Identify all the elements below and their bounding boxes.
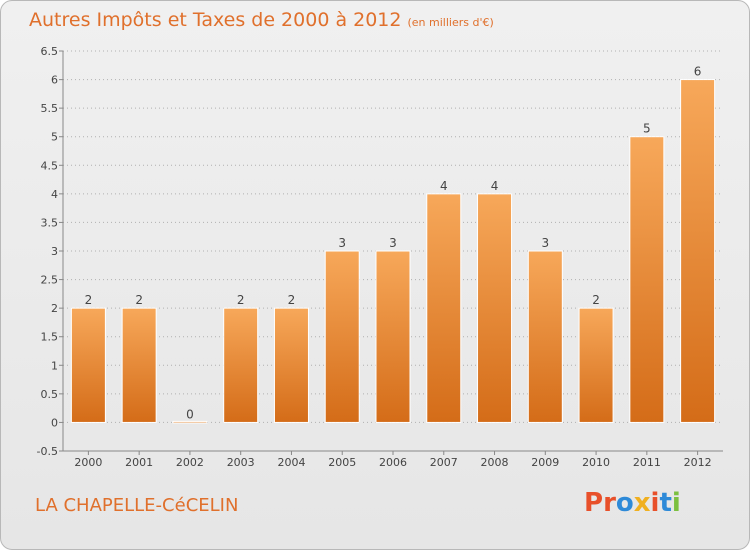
chart-title: Autres Impôts et Taxes de 2000 à 2012 (en… xyxy=(29,9,494,31)
y-tick-label: -0.5 xyxy=(37,445,58,458)
data-label: 2 xyxy=(135,293,143,307)
data-label: 3 xyxy=(541,236,549,250)
brand-letter: r xyxy=(603,488,616,518)
brand-letter: o xyxy=(615,488,634,518)
commune-name: LA CHAPELLE-CéCELIN xyxy=(35,495,239,516)
bar xyxy=(375,250,411,423)
x-tick-label: 2007 xyxy=(430,456,458,469)
x-tick-label: 2000 xyxy=(74,456,102,469)
data-label: 4 xyxy=(440,179,448,193)
y-tick-label: 3.5 xyxy=(41,216,59,229)
y-tick-label: 1.5 xyxy=(41,331,59,344)
brand-letter: x xyxy=(633,488,651,518)
title-text: Autres Impôts et Taxes de 2000 à 2012 xyxy=(29,9,402,31)
x-tick-label: 2001 xyxy=(125,456,153,469)
data-label: 3 xyxy=(338,236,346,250)
y-tick-label: 4.5 xyxy=(41,159,59,172)
x-tick-label: 2006 xyxy=(379,456,407,469)
x-tick-label: 2012 xyxy=(684,456,712,469)
bar xyxy=(680,79,716,423)
x-tick-label: 2009 xyxy=(531,456,559,469)
bar xyxy=(223,307,259,423)
bar xyxy=(578,307,614,423)
y-tick-label: 0 xyxy=(51,416,58,429)
bar xyxy=(527,250,563,423)
data-label: 5 xyxy=(643,122,651,136)
y-tick-label: 5 xyxy=(51,131,58,144)
x-tick-label: 2008 xyxy=(481,456,509,469)
bar xyxy=(324,250,360,423)
bar xyxy=(477,193,513,423)
y-tick-label: 2 xyxy=(51,302,58,315)
brand-letter: i xyxy=(650,488,660,518)
data-label: 6 xyxy=(694,65,702,79)
data-label: 4 xyxy=(491,179,499,193)
x-tick-label: 2010 xyxy=(582,456,610,469)
brand-letter: i xyxy=(671,488,681,518)
title-unit: (en milliers d'€) xyxy=(407,16,494,29)
x-tick-label: 2011 xyxy=(633,456,661,469)
bar xyxy=(426,193,462,423)
bar xyxy=(273,307,309,423)
data-label: 2 xyxy=(592,293,600,307)
x-tick-label: 2004 xyxy=(277,456,305,469)
x-tick-label: 2002 xyxy=(176,456,204,469)
proxiti-logo: Proxiti xyxy=(584,488,681,518)
x-tick-label: 2005 xyxy=(328,456,356,469)
data-label: 0 xyxy=(186,407,194,421)
data-label: 2 xyxy=(288,293,296,307)
data-label: 2 xyxy=(85,293,93,307)
y-tick-label: 0.5 xyxy=(41,388,59,401)
y-tick-label: 2.5 xyxy=(41,274,59,287)
y-tick-label: 4 xyxy=(51,188,58,201)
y-tick-label: 6 xyxy=(51,74,58,87)
bar xyxy=(172,420,208,424)
brand-letter: P xyxy=(584,488,604,518)
data-label: 3 xyxy=(389,236,397,250)
y-tick-label: 3 xyxy=(51,245,58,258)
bar xyxy=(121,307,157,423)
y-tick-label: 5.5 xyxy=(41,102,59,115)
x-tick-label: 2003 xyxy=(227,456,255,469)
data-label: 2 xyxy=(237,293,245,307)
bar xyxy=(70,307,106,423)
y-tick-label: 6.5 xyxy=(41,45,59,58)
y-tick-label: 1 xyxy=(51,359,58,372)
bar xyxy=(629,136,665,423)
brand-letter: t xyxy=(659,488,672,518)
